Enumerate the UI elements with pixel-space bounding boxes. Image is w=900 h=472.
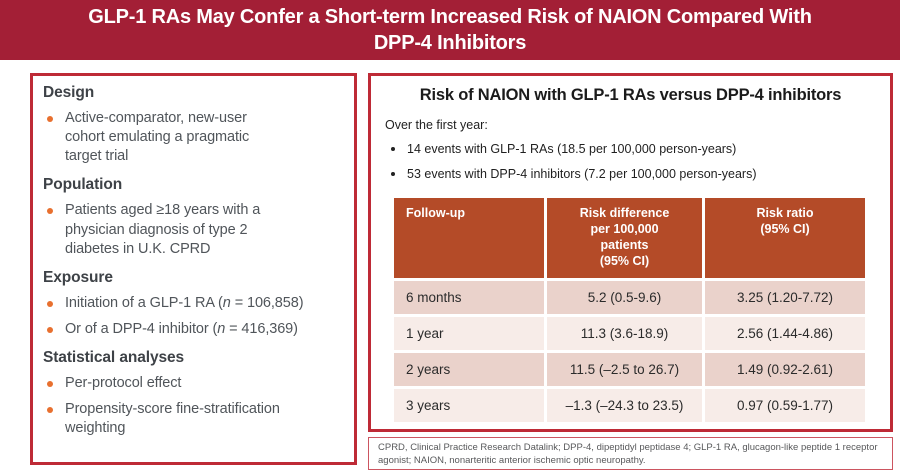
bullet-icon	[391, 172, 395, 177]
results-table: Follow-up Risk difference per 100,000 pa…	[391, 195, 868, 425]
list-item-text: 14 events with GLP-1 RAs (18.5 per 100,0…	[407, 142, 737, 156]
cell-risk-difference: 5.2 (0.5-9.6)	[547, 280, 702, 314]
bullet-icon	[47, 300, 53, 307]
bullet-icon	[47, 407, 53, 414]
list-item-text: Active-comparator, new-user cohort emula…	[65, 110, 250, 165]
list-item: Patients aged ≥18 years with a physician…	[43, 201, 348, 258]
cell-followup: 1 year	[394, 316, 544, 350]
table-row: 2 years 11.5 (–2.5 to 26.7) 1.49 (0.92-2…	[394, 352, 865, 386]
cell-followup: 6 months	[394, 280, 544, 314]
cell-risk-ratio: 2.56 (1.44-4.86)	[705, 316, 865, 350]
header-banner: GLP-1 RAs May Confer a Short-term Increa…	[0, 0, 900, 60]
list-item: 53 events with DPP-4 inhibitors (7.2 per…	[385, 166, 876, 182]
list-item: Or of a DPP-4 inhibitor (n = 416,369)	[43, 320, 348, 339]
results-table-header: Follow-up Risk difference per 100,000 pa…	[394, 197, 865, 278]
section-heading-design: Design	[43, 84, 95, 101]
results-title: Risk of NAION with GLP-1 RAs versus DPP-…	[419, 86, 842, 104]
bullet-icon	[47, 116, 53, 122]
cell-risk-ratio: 3.25 (1.20-7.72)	[705, 280, 865, 314]
text-segment: Or of a DPP-4 inhibitor (	[65, 320, 218, 337]
list-item: 14 events with GLP-1 RAs (18.5 per 100,0…	[385, 141, 876, 157]
results-intro: Over the first year:	[385, 118, 488, 132]
cell-risk-difference: 11.3 (3.6-18.9)	[547, 316, 702, 350]
list-item-text: Initiation of a GLP-1 RA (n = 106,858)	[65, 294, 304, 313]
column-header-risk-ratio: Risk ratio (95% CI)	[705, 197, 865, 278]
list-item-text: Patients aged ≥18 years with a physician…	[65, 202, 261, 257]
cell-risk-difference: 11.5 (–2.5 to 26.7)	[547, 352, 702, 386]
section-heading-population: Population	[43, 176, 123, 194]
list-item-text: Propensity-score fine-stratification wei…	[65, 401, 280, 437]
list-item: Initiation of a GLP-1 RA (n = 106,858)	[43, 294, 348, 313]
results-table-body: 6 months 5.2 (0.5-9.6) 3.25 (1.20-7.72) …	[394, 280, 865, 422]
cell-risk-difference: –1.3 (–24.3 to 23.5)	[547, 388, 702, 422]
list-item-text: 53 events with DPP-4 inhibitors (7.2 per…	[407, 167, 757, 182]
footnote-text: CPRD, Clinical Practice Research Datalin…	[378, 442, 878, 467]
column-header-risk-difference: Risk difference per 100,000 patients (95…	[547, 197, 702, 278]
list-item: Per-protocol effect	[43, 374, 348, 393]
text-segment-italic: n	[217, 320, 226, 337]
cell-followup: 3 years	[394, 388, 544, 422]
list-item: Active-comparator, new-user cohort emula…	[43, 109, 348, 166]
table-header-row: Follow-up Risk difference per 100,000 pa…	[394, 197, 865, 278]
cell-risk-ratio: 1.49 (0.92-2.61)	[705, 352, 865, 386]
abbreviations-footnote: CPRD, Clinical Practice Research Datalin…	[368, 437, 893, 470]
text-segment: = 416,369)	[225, 320, 298, 337]
list-item-text: Per-protocol effect	[65, 375, 182, 391]
bullet-icon	[391, 147, 395, 151]
bullet-icon	[47, 208, 53, 215]
text-segment: Initiation of a GLP-1 RA (	[65, 294, 223, 311]
section-heading-statistical-analyses: Statistical analyses	[43, 349, 185, 366]
results-panel: Risk of NAION with GLP-1 RAs versus DPP-…	[368, 73, 893, 432]
bullet-icon	[47, 381, 53, 387]
list-item: Propensity-score fine-stratification wei…	[43, 400, 348, 438]
table-row: 3 years –1.3 (–24.3 to 23.5) 0.97 (0.59-…	[394, 388, 865, 422]
section-heading-exposure: Exposure	[43, 268, 113, 286]
text-segment: = 106,858)	[230, 294, 304, 311]
column-header-followup: Follow-up	[394, 197, 544, 278]
cell-followup: 2 years	[394, 352, 544, 386]
bullet-icon	[47, 326, 53, 333]
study-design-panel: Design Active-comparator, new-user cohor…	[30, 73, 357, 465]
page-title: GLP-1 RAs May Confer a Short-term Increa…	[88, 6, 812, 54]
table-row: 6 months 5.2 (0.5-9.6) 3.25 (1.20-7.72)	[394, 280, 865, 314]
table-row: 1 year 11.3 (3.6-18.9) 2.56 (1.44-4.86)	[394, 316, 865, 350]
list-item-text: Or of a DPP-4 inhibitor (n = 416,369)	[65, 320, 298, 339]
text-segment-italic: n	[222, 294, 231, 311]
cell-risk-ratio: 0.97 (0.59-1.77)	[705, 388, 865, 422]
